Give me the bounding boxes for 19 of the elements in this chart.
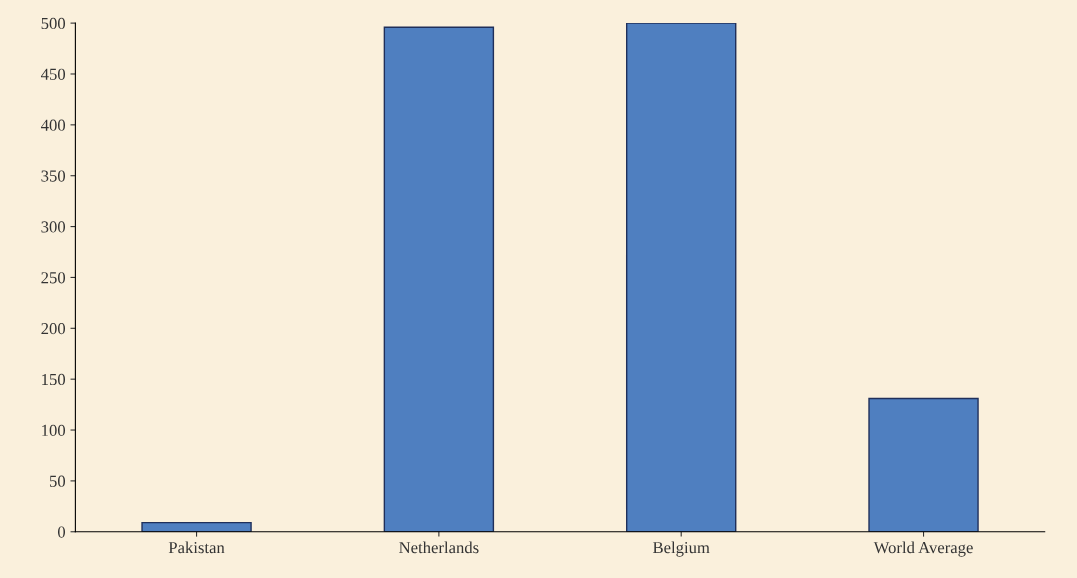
bar xyxy=(141,521,252,532)
y-tick-label: 450 xyxy=(40,68,66,80)
x-tick-label: Pakistan xyxy=(168,541,225,554)
bar xyxy=(868,397,979,532)
y-tick-label: 300 xyxy=(41,221,66,233)
y-tick-label: 0 xyxy=(57,526,66,538)
x-tick-label: World Average xyxy=(873,541,973,557)
bar xyxy=(383,26,495,532)
y-tick-label: 350 xyxy=(41,170,66,182)
x-tick-label: Netherlands xyxy=(399,541,479,554)
y-tick-label: 250 xyxy=(41,272,66,284)
bar xyxy=(625,23,737,532)
y-tick-label: 200 xyxy=(41,323,66,335)
y-tick-label: 400 xyxy=(40,119,66,131)
y-tick-label: 500 xyxy=(41,17,66,30)
y-tick-label: 100 xyxy=(42,424,66,436)
y-tick-label: 150 xyxy=(42,373,66,386)
x-tick-label: Belgium xyxy=(652,541,710,557)
y-tick-label: 50 xyxy=(49,475,66,487)
